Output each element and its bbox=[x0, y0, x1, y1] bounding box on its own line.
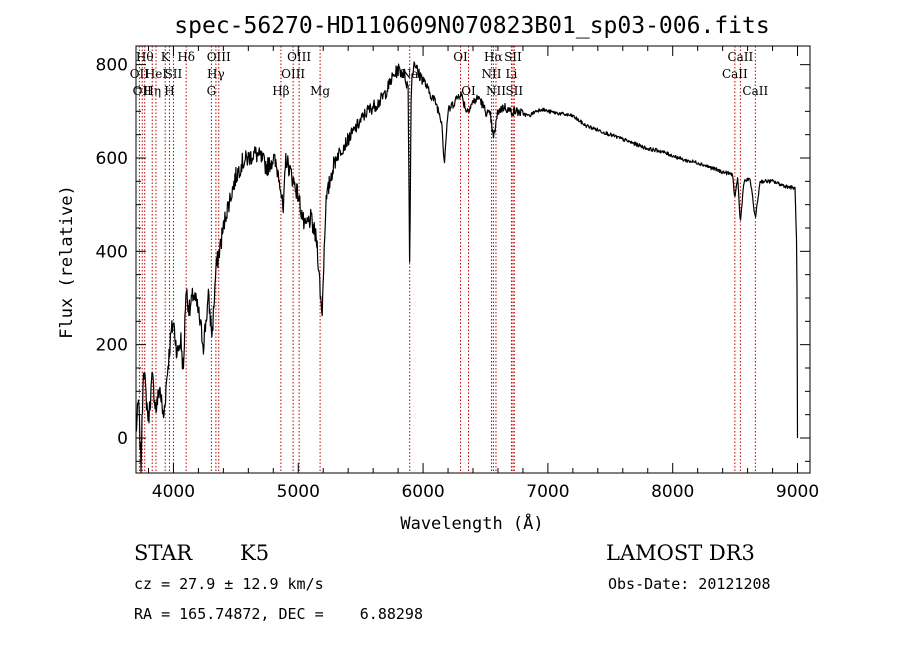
spectral-line-label: OI bbox=[453, 50, 468, 64]
spectral-line-label: H bbox=[164, 84, 174, 98]
spectral-line-label: CaII bbox=[727, 50, 753, 64]
spectral-line-label: Hβ bbox=[272, 84, 289, 98]
spectral-line-label: HeI bbox=[145, 67, 168, 81]
spectral-line-markers bbox=[138, 46, 756, 473]
x-tick-label: 4000 bbox=[152, 482, 195, 502]
redshift-velocity: cz = 27.9 ± 12.9 km/s bbox=[134, 575, 324, 593]
spectral-line-label: SII bbox=[504, 50, 522, 64]
chart-title: spec-56270-HD110609N070823B01_sp03-006.f… bbox=[174, 13, 769, 39]
spectral-line-label: OIII bbox=[281, 67, 305, 81]
x-tick-label: 9000 bbox=[776, 482, 819, 502]
spectral-line-label: Hη bbox=[143, 84, 161, 98]
spectral-line-label: Hθ bbox=[136, 50, 154, 64]
x-tick-label: 5000 bbox=[277, 482, 320, 502]
spectral-line-label: Li bbox=[506, 67, 518, 81]
spectral-line-label: NII bbox=[486, 84, 506, 98]
y-tick-label: 200 bbox=[96, 336, 128, 356]
spectral-line-label: Hγ bbox=[207, 67, 225, 81]
spectral-line-label: OIII bbox=[207, 50, 231, 64]
spectral-line-label: G bbox=[207, 84, 217, 98]
spectral-line-label: K bbox=[161, 50, 171, 64]
object-subclass: K5 bbox=[240, 541, 269, 565]
ra-dec-coordinates: RA = 165.74872, DEC = 6.88298 bbox=[134, 605, 423, 623]
axis-ticks: 4000 5000 6000 7000 8000 9000 0 200 400 600 800 bbox=[96, 46, 819, 502]
object-class: STAR bbox=[134, 541, 193, 565]
spectral-line-label: Hα bbox=[484, 50, 503, 64]
spectral-line-label: SII bbox=[165, 67, 183, 81]
y-tick-label: 0 bbox=[117, 429, 128, 449]
spectrum-line bbox=[135, 61, 799, 473]
y-tick-label: 600 bbox=[96, 149, 128, 169]
spectral-line-label: OIII bbox=[287, 50, 311, 64]
spectral-line-label: Hδ bbox=[177, 50, 195, 64]
x-axis-label: Wavelength (Å) bbox=[400, 512, 543, 534]
spectral-line-label: CaII bbox=[742, 84, 768, 98]
spectral-line-label: Mg bbox=[310, 84, 330, 98]
spectral-line-label: SII bbox=[505, 84, 523, 98]
spectrum-series bbox=[135, 61, 799, 473]
x-tick-label: 7000 bbox=[526, 482, 569, 502]
x-tick-label: 6000 bbox=[401, 482, 444, 502]
spectral-line-label: OI bbox=[461, 84, 476, 98]
spectral-line-label: OII bbox=[130, 67, 150, 81]
x-tick-label: 8000 bbox=[651, 482, 694, 502]
y-axis-label: Flux (relative) bbox=[57, 185, 77, 339]
observation-date: Obs-Date: 20121208 bbox=[608, 575, 771, 593]
spectral-line-label: CaII bbox=[722, 67, 748, 81]
survey-name: LAMOST DR3 bbox=[606, 541, 755, 565]
spectral-line-label: NII bbox=[481, 67, 501, 81]
y-tick-label: 400 bbox=[96, 242, 128, 262]
plot-frame bbox=[135, 45, 811, 474]
y-tick-label: 800 bbox=[96, 56, 128, 76]
